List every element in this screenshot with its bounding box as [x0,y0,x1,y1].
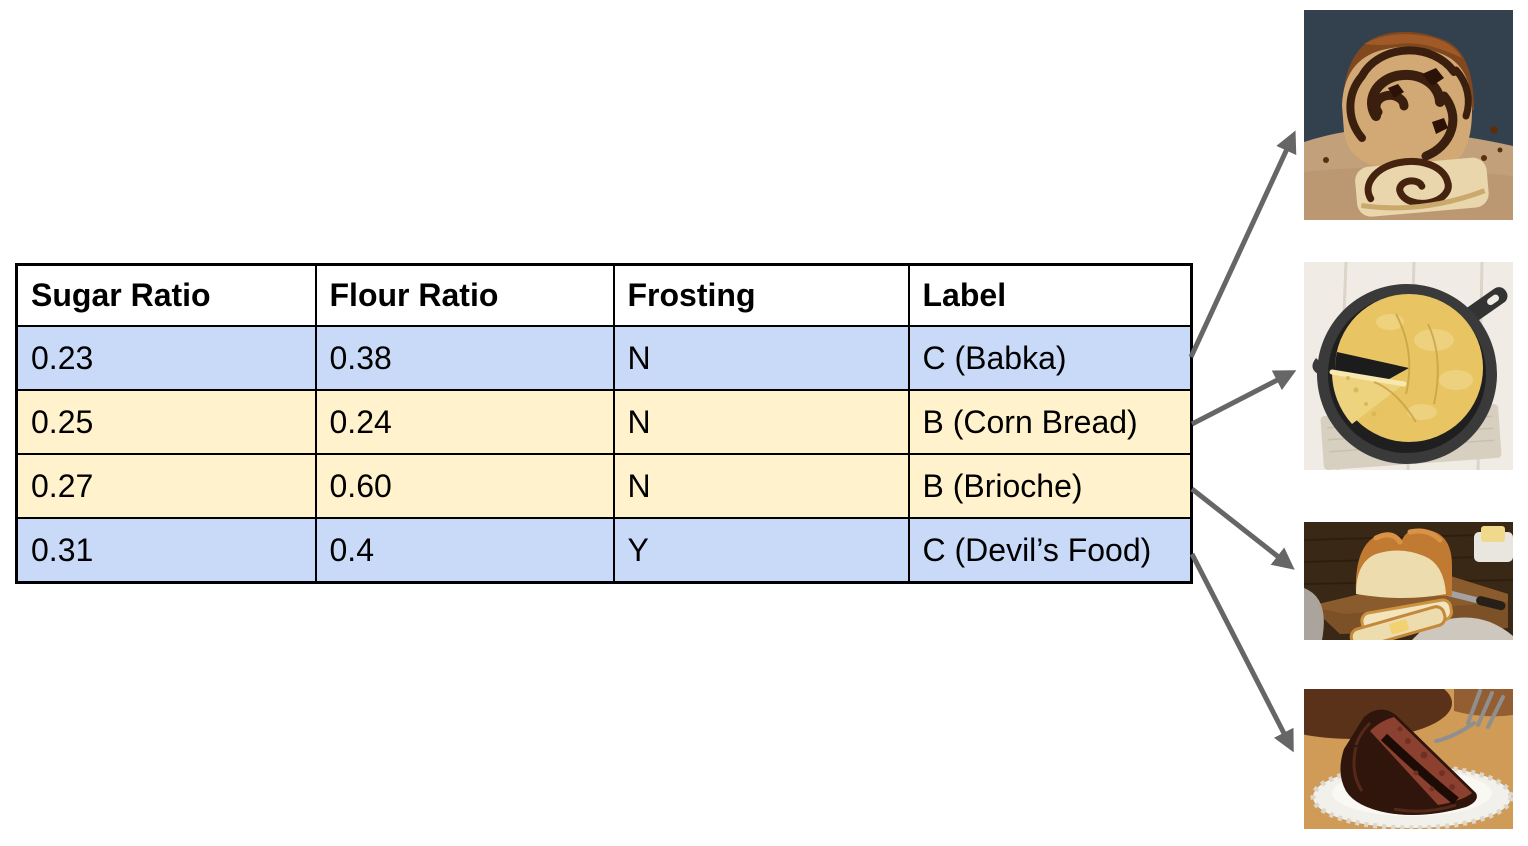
table-row: 0.25 0.24 N B (Corn Bread) [15,389,1193,455]
arrow-row3-to-brioche [1190,487,1295,570]
column-header-frosting: Frosting [612,263,910,327]
table-cell: 0.24 [314,389,615,455]
table-cell: 0.27 [15,453,317,519]
table-cell: C (Devil’s Food) [907,517,1193,584]
table-cell: 0.38 [314,325,615,391]
table-cell: C (Babka) [907,325,1193,391]
arrow-row2-to-corn-bread [1190,370,1297,427]
bakery-data-table-wrap: Sugar Ratio Flour Ratio Frosting Label 0… [15,263,1193,584]
babka-image [1304,10,1513,220]
table-cell: N [612,453,910,519]
table-cell: 0.4 [314,517,615,584]
table-cell: N [612,325,910,391]
table-cell: 0.23 [15,325,317,391]
table-row: 0.31 0.4 Y C (Devil’s Food) [15,517,1193,584]
column-header-flour-ratio: Flour Ratio [314,263,615,327]
bakery-data-table: Sugar Ratio Flour Ratio Frosting Label 0… [15,263,1193,584]
table-cell: Y [612,517,910,584]
table-row: 0.23 0.38 N C (Babka) [15,325,1193,391]
table-cell: B (Brioche) [907,453,1193,519]
brioche-image [1304,522,1513,640]
arrow-row4-to-devils-food [1189,552,1294,753]
table-cell: N [612,389,910,455]
fork [1434,689,1505,743]
devils-food-image [1304,689,1513,829]
corn-bread-image [1304,262,1513,470]
table-cell: B (Corn Bread) [907,389,1193,455]
table-header-row: Sugar Ratio Flour Ratio Frosting Label [15,263,1193,327]
arrow-row1-to-babka [1188,130,1297,359]
column-header-label: Label [907,263,1193,327]
column-header-sugar-ratio: Sugar Ratio [15,263,317,327]
table-cell: 0.60 [314,453,615,519]
table-cell: 0.31 [15,517,317,584]
table-row: 0.27 0.60 N B (Brioche) [15,453,1193,519]
table-cell: 0.25 [15,389,317,455]
